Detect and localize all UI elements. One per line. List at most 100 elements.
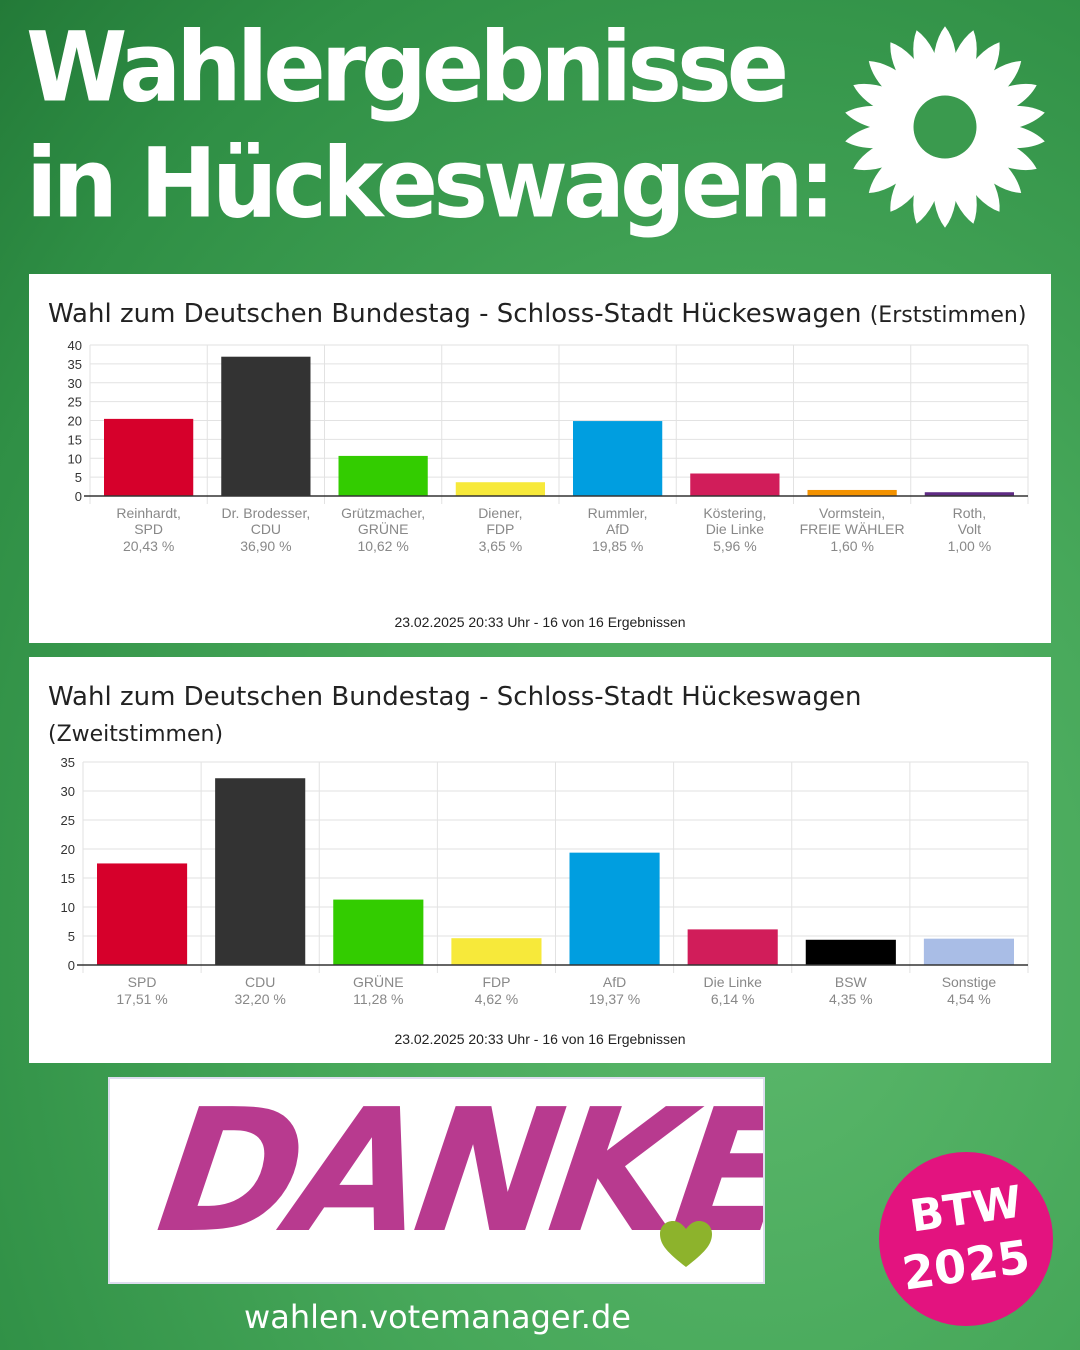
x-tick-label: Roth, Volt xyxy=(953,505,986,537)
x-tick-label: Grützmacher, GRÜNE xyxy=(341,505,425,537)
bar xyxy=(215,778,306,965)
x-tick-label-line: FREIE WÄHLER xyxy=(800,521,905,537)
bar xyxy=(687,929,778,965)
y-tick-label: 35 xyxy=(68,357,82,372)
x-tick-label-line: GRÜNE xyxy=(358,520,409,537)
erststimmen-chart-panel: 0 5 10 15 20 25 30 35 40 Reinhardt, SPD 20,43 % Dr. … xyxy=(29,274,1051,643)
x-tick-label-line: Dr. Brodesser, xyxy=(222,505,311,521)
x-tick-label: Köstering, Die Linke xyxy=(703,505,766,537)
x-tick-label: Dr. Brodesser, CDU xyxy=(222,505,311,537)
x-tick-label-line: AfD xyxy=(603,974,626,990)
x-tick-label: Reinhardt, SPD xyxy=(116,505,181,537)
x-tick-label-line: Grützmacher, xyxy=(341,505,425,521)
y-tick-label: 25 xyxy=(61,813,75,828)
x-tick-label: Die Linke xyxy=(704,974,763,990)
x-tick-label-line: Die Linke xyxy=(706,521,765,537)
petal xyxy=(969,60,1022,109)
bar xyxy=(455,482,545,496)
y-tick-label: 10 xyxy=(61,900,75,915)
data-label: 19,85 % xyxy=(592,538,643,554)
y-tick-label: 30 xyxy=(61,784,75,799)
sunflower-center xyxy=(913,95,977,159)
data-label: 36,90 % xyxy=(240,538,291,554)
bar xyxy=(221,356,311,496)
x-tick-label-line: CDU xyxy=(251,521,281,537)
source-url: wahlen.votemanager.de xyxy=(244,1298,631,1336)
x-tick-label: Diener, FDP xyxy=(478,505,522,537)
x-tick-label-line: GRÜNE xyxy=(353,973,404,990)
data-label: 1,60 % xyxy=(830,538,874,554)
x-tick-label-line: AfD xyxy=(606,521,629,537)
data-label: 32,20 % xyxy=(235,991,286,1007)
x-tick-label-line: Volt xyxy=(958,521,981,537)
x-tick-label: Vormstein, FREIE WÄHLER xyxy=(800,505,905,537)
x-tick-label: SPD xyxy=(128,974,157,990)
chart-title: Wahl zum Deutschen Bundestag - Schloss-S… xyxy=(48,299,1027,329)
y-tick-label: 40 xyxy=(68,338,82,353)
x-tick-label-line: Die Linke xyxy=(704,974,763,990)
data-label: 11,28 % xyxy=(353,991,403,1007)
bar xyxy=(573,421,663,496)
y-tick-label: 5 xyxy=(68,929,75,944)
chart-title: Wahl zum Deutschen Bundestag - Schloss-S… xyxy=(48,682,862,747)
data-label: 3,65 % xyxy=(479,538,523,554)
x-tick-label-line: SPD xyxy=(134,521,163,537)
x-tick-label-line: CDU xyxy=(245,974,275,990)
x-tick-label-line: Köstering, xyxy=(703,505,766,521)
y-tick-label: 20 xyxy=(68,414,82,429)
x-tick-label: Rummler, AfD xyxy=(588,505,648,537)
y-tick-label: 5 xyxy=(75,470,82,485)
x-tick-label-line: FDP xyxy=(482,974,510,990)
y-tick-label: 35 xyxy=(61,755,75,770)
y-tick-label: 20 xyxy=(61,842,75,857)
data-label: 1,00 % xyxy=(948,538,992,554)
x-tick-label-line: Sonstige xyxy=(942,974,997,990)
headline-line2: in Hückeswagen: xyxy=(26,127,836,240)
data-label: 6,14 % xyxy=(711,991,755,1007)
petal xyxy=(868,60,921,109)
data-label: 4,54 % xyxy=(947,991,991,1007)
headline-line1: Wahlergebnisse xyxy=(26,11,789,124)
x-tick-label-line: Rummler, xyxy=(588,505,648,521)
data-label: 10,62 % xyxy=(357,538,408,554)
petal xyxy=(969,145,1022,194)
x-tick-label: Sonstige xyxy=(942,974,997,990)
x-tick-label-line: BSW xyxy=(835,974,868,990)
y-tick-label: 15 xyxy=(68,432,82,447)
petal xyxy=(913,30,945,90)
data-label: 4,35 % xyxy=(829,991,873,1007)
bar xyxy=(104,418,194,496)
y-tick-label: 30 xyxy=(68,376,82,391)
chart-footer: 23.02.2025 20:33 Uhr - 16 von 16 Ergebni… xyxy=(394,614,686,630)
data-label: 19,37 % xyxy=(589,991,640,1007)
data-label: 5,96 % xyxy=(713,538,757,554)
bar xyxy=(97,863,188,965)
bar xyxy=(923,938,1014,965)
bar xyxy=(451,938,542,965)
zweitstimmen-chart-panel: 0 5 10 15 20 25 30 35 SPD 17,51 % CDU 32,20 % GRÜNE 1… xyxy=(29,657,1051,1063)
y-tick-label: 10 xyxy=(68,451,82,466)
x-tick-label: CDU xyxy=(245,974,275,990)
x-tick-label-line: SPD xyxy=(128,974,157,990)
bar xyxy=(805,939,896,965)
data-label: 4,62 % xyxy=(475,991,519,1007)
x-tick-label: BSW xyxy=(835,974,868,990)
y-tick-label: 0 xyxy=(75,489,82,504)
bar xyxy=(690,473,780,496)
petal xyxy=(890,156,933,212)
y-tick-label: 0 xyxy=(68,958,75,973)
heart-icon xyxy=(660,1221,712,1267)
danke-banner: DANKE xyxy=(108,1077,765,1284)
y-tick-label: 25 xyxy=(68,395,82,410)
x-tick-label-line: Diener, xyxy=(478,505,522,521)
x-tick-label: AfD xyxy=(603,974,626,990)
x-tick-label: GRÜNE xyxy=(353,973,404,990)
bar xyxy=(924,492,1014,496)
x-tick-label-line: Vormstein, xyxy=(819,505,885,521)
bar xyxy=(338,455,428,496)
x-tick-label-line: Reinhardt, xyxy=(116,505,181,521)
x-tick-label-line: Roth, xyxy=(953,505,986,521)
petal xyxy=(868,145,921,194)
